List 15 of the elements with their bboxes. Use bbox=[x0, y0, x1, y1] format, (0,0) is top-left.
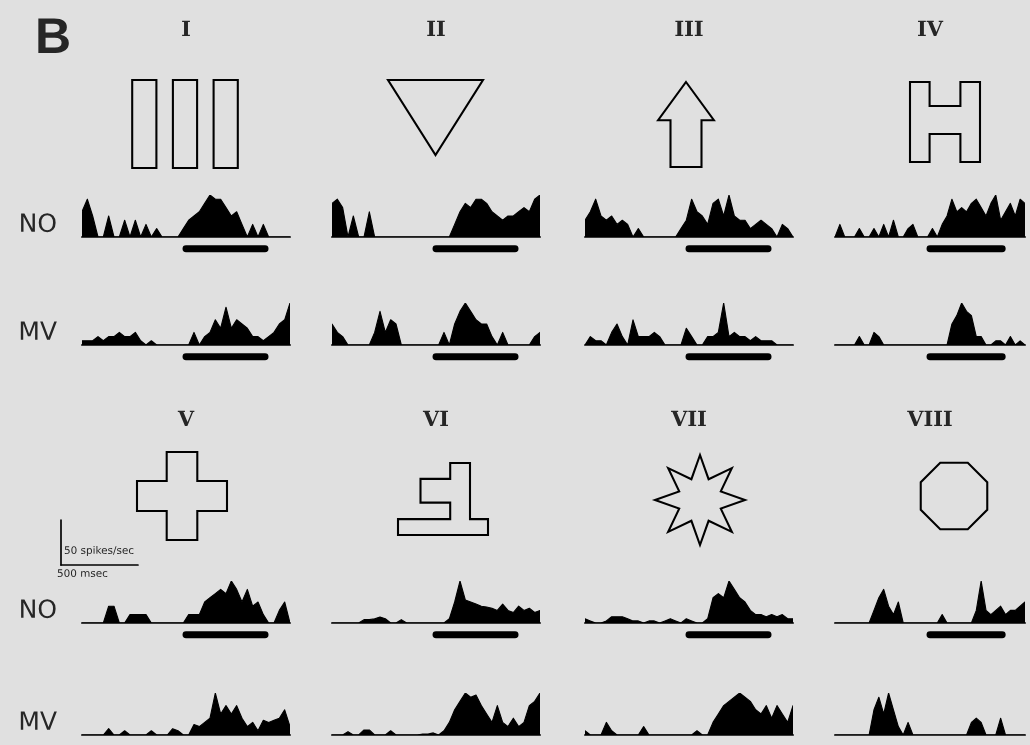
chart-title: VIII bbox=[907, 410, 952, 426]
text: B bbox=[38, 18, 69, 53]
chart-title: IV bbox=[918, 20, 944, 36]
y-axis-title: NO bbox=[21, 599, 56, 619]
text: 50 spikes/sec bbox=[64, 545, 134, 557]
chart-title: VI bbox=[422, 410, 448, 426]
chart-title: V bbox=[177, 410, 195, 426]
chart-title: III bbox=[675, 20, 703, 36]
text: 500 msec bbox=[57, 569, 108, 578]
chart-title: II bbox=[427, 20, 445, 36]
chart-title: I bbox=[182, 20, 190, 36]
y-axis-title: NO bbox=[21, 213, 56, 233]
y-axis-title: MV bbox=[20, 321, 57, 340]
y-axis-title: MV bbox=[20, 711, 57, 730]
chart-title: VII bbox=[671, 410, 706, 426]
